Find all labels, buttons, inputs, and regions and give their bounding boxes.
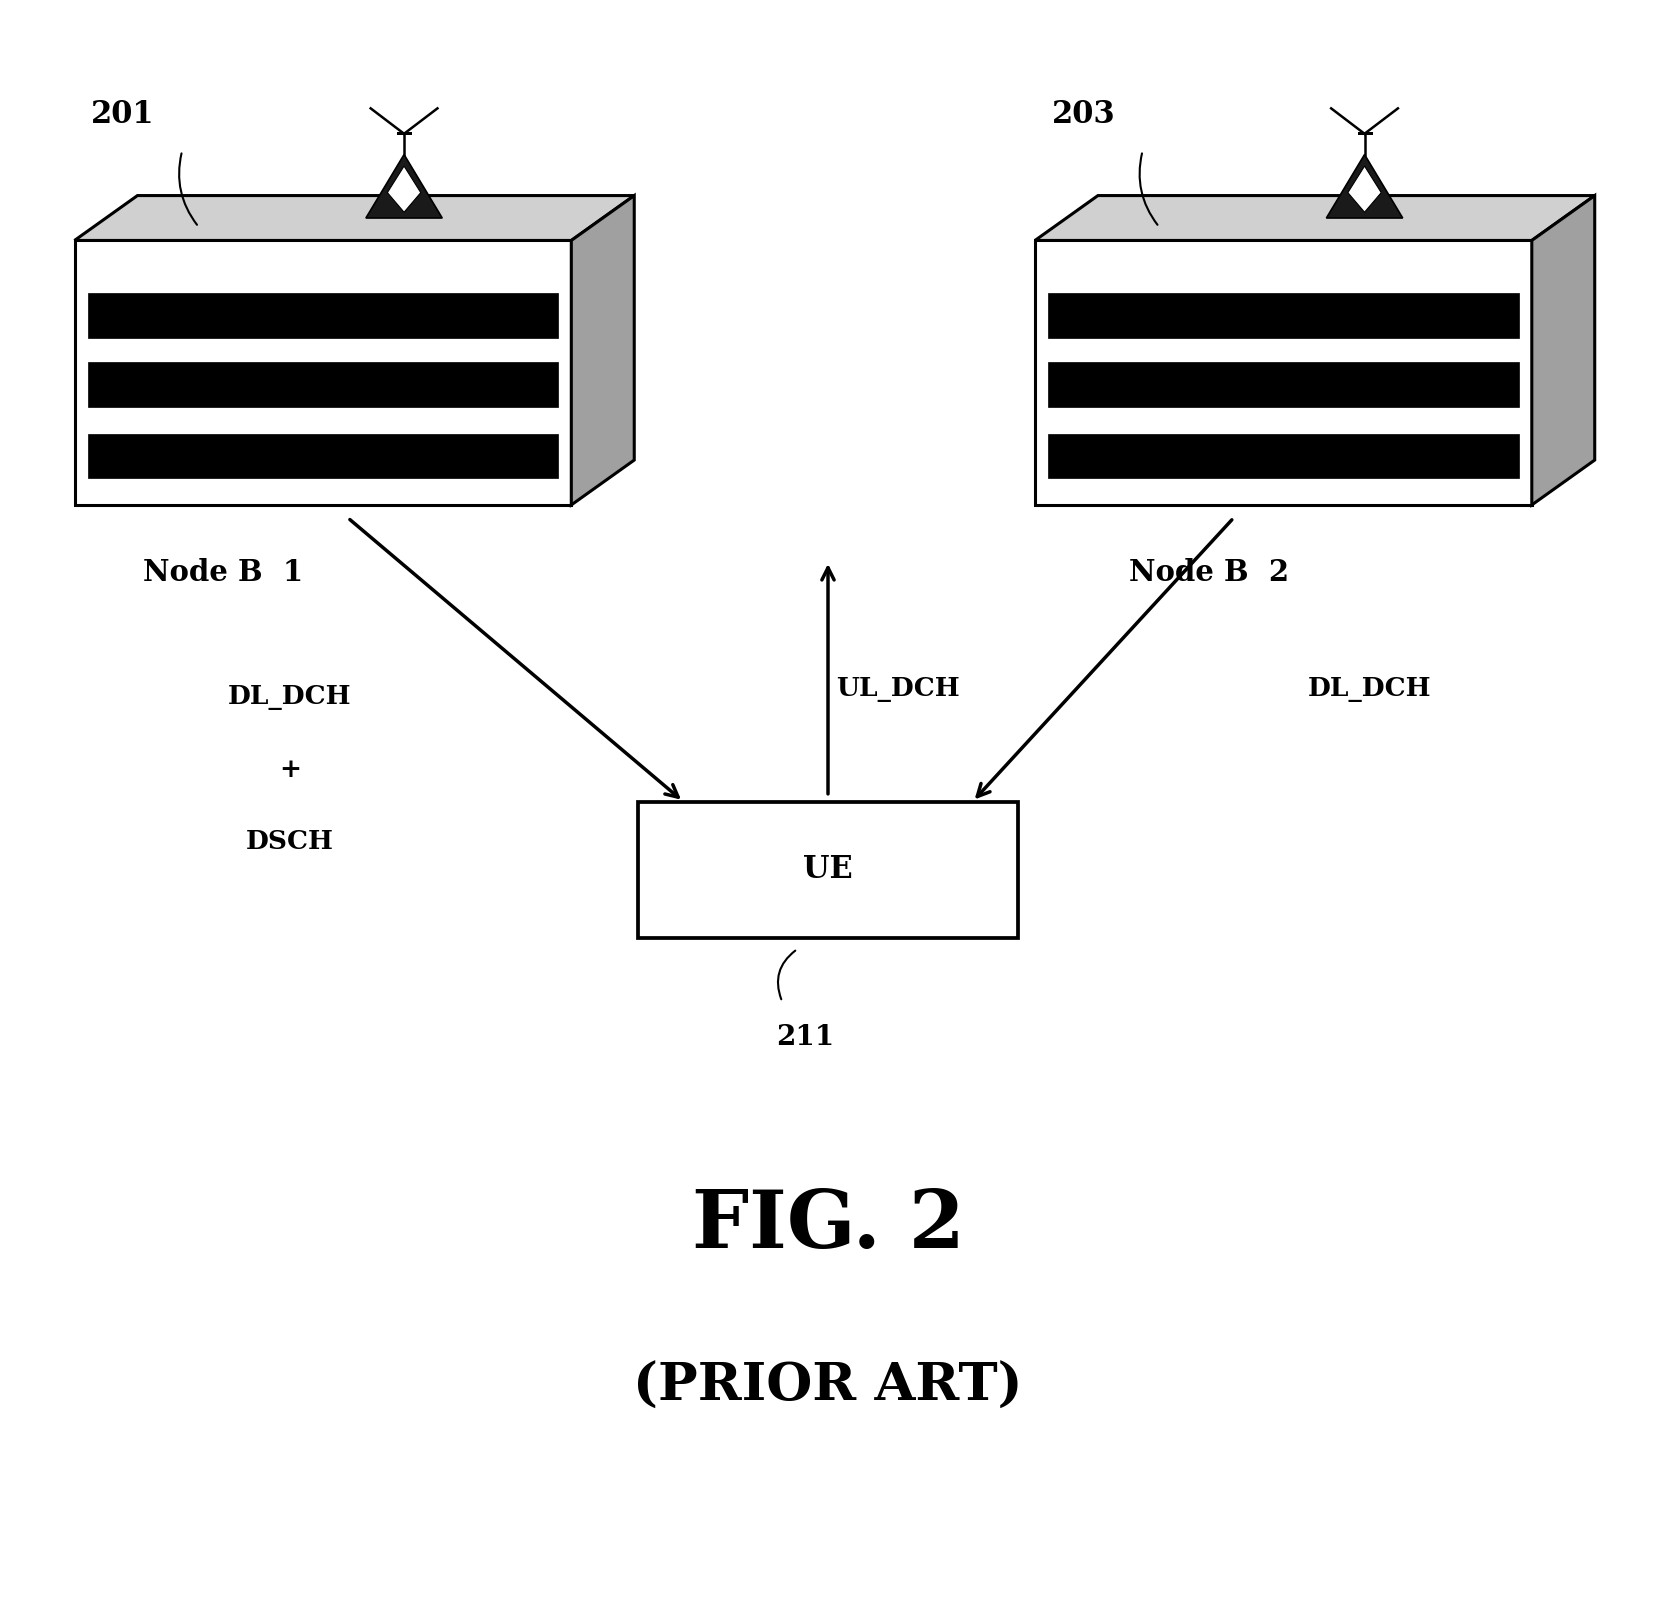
Polygon shape	[1531, 196, 1594, 505]
Text: 203: 203	[1051, 99, 1114, 130]
Polygon shape	[1048, 433, 1518, 479]
Text: DSCH: DSCH	[245, 829, 334, 854]
Polygon shape	[1034, 196, 1594, 240]
Polygon shape	[366, 154, 442, 218]
Text: +: +	[278, 757, 301, 782]
Text: FIG. 2: FIG. 2	[692, 1188, 963, 1265]
Text: DL_DCH: DL_DCH	[228, 684, 351, 710]
Text: 211: 211	[776, 1024, 834, 1050]
Polygon shape	[74, 196, 634, 240]
Text: 201: 201	[91, 99, 154, 130]
Text: UE: UE	[803, 854, 852, 885]
Polygon shape	[1048, 293, 1518, 338]
Text: UL_DCH: UL_DCH	[836, 676, 960, 702]
Bar	[637, 802, 1018, 938]
Text: DL_DCH: DL_DCH	[1307, 676, 1432, 702]
Polygon shape	[1347, 167, 1380, 212]
Text: Node B  2: Node B 2	[1129, 558, 1288, 587]
Text: Node B  1: Node B 1	[144, 558, 303, 587]
Polygon shape	[1048, 362, 1518, 407]
Polygon shape	[88, 293, 558, 338]
Text: (PRIOR ART): (PRIOR ART)	[632, 1361, 1023, 1412]
Polygon shape	[1034, 240, 1531, 505]
Polygon shape	[571, 196, 634, 505]
Polygon shape	[387, 167, 420, 212]
Polygon shape	[74, 240, 571, 505]
Polygon shape	[1326, 154, 1402, 218]
Polygon shape	[88, 433, 558, 479]
Polygon shape	[88, 362, 558, 407]
